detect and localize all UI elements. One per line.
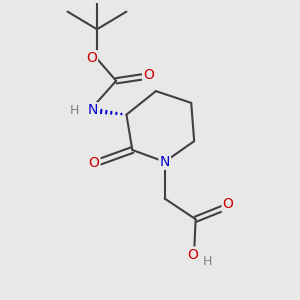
Text: O: O	[88, 156, 100, 170]
Text: N: N	[87, 103, 98, 117]
Text: H: H	[203, 255, 212, 268]
Text: O: O	[187, 248, 198, 262]
Text: O: O	[143, 68, 154, 82]
Text: O: O	[223, 197, 233, 212]
Text: N: N	[160, 155, 170, 169]
Text: O: O	[86, 51, 97, 65]
Text: H: H	[70, 104, 80, 117]
